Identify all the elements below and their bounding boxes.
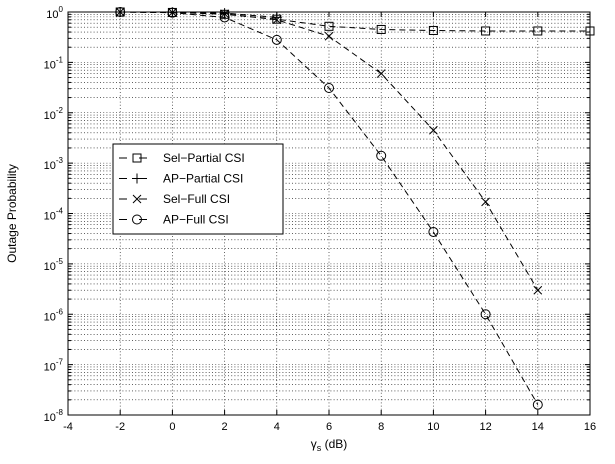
legend-marker [132,214,142,225]
x-tick-label: 14 [532,421,544,433]
y-tick-label-base: 10 [44,211,56,223]
series-circle [115,7,543,410]
data-point [428,25,438,35]
x-axis-title-symbol: γ [311,437,317,451]
ticks [67,11,591,416]
y-tick-label-exponent: -6 [56,307,64,316]
y-tick-label-base: 10 [44,110,56,122]
data-point [376,69,386,78]
legend-label: Sel−Full CSI [163,192,230,206]
data-point [324,82,334,93]
data-point [533,26,543,36]
legend-entry: AP−Full CSI [119,213,229,227]
x-axis-title-subscript: s [317,443,322,453]
y-axis-title: Outage Probability [5,164,19,263]
x-tick-label: 8 [378,421,384,433]
y-tick-label: 10-7 [44,358,64,374]
x-axis-title-unit: (dB) [321,437,347,451]
series-line [120,11,277,18]
series-x [115,7,543,295]
y-tick-label-base: 10 [44,59,56,71]
x-tick-label: 12 [479,421,491,433]
legend-marker [132,194,142,204]
legend-label: AP−Partial CSI [163,172,243,186]
data-point [480,309,491,320]
y-tick-label: 10-2 [44,106,64,122]
data-point [428,226,439,237]
y-tick-label-base: 10 [44,412,56,424]
data-point [533,285,543,295]
legend: Sel−Partial CSI AP−Partial CSI Sel−Full CS… [112,143,284,235]
y-tick-label-exponent: -8 [56,408,64,417]
y-tick-label: 10-3 [44,156,64,172]
data-point [272,15,282,25]
data-point [376,24,386,34]
data-point [271,34,282,45]
data-point [376,150,387,161]
data-point [481,26,491,36]
x-tick-label: 10 [427,421,439,433]
y-tick-label-base: 10 [44,160,56,172]
legend-entry: Sel−Partial CSI [119,151,245,165]
x-tick-label: -2 [115,421,125,433]
y-tick-label-exponent: -3 [56,156,64,165]
legend-marker [132,173,142,184]
legend-marker [132,153,142,163]
data-point [324,21,334,31]
legend-entry: AP−Partial CSI [119,172,243,186]
legend-label: AP−Full CSI [163,213,229,227]
y-tick-label: 100 [46,5,63,21]
x-tick-label: 6 [326,421,332,433]
y-tick-label-exponent: -2 [56,106,64,115]
y-tick-label: 10-4 [44,207,64,223]
x-tick-label: 2 [222,421,228,433]
x-tick-label: 16 [584,421,596,433]
y-tick-label-exponent: -7 [56,358,64,367]
x-tick-label: 4 [274,421,280,433]
y-tick-label-base: 10 [44,362,56,374]
legend-entry: Sel−Full CSI [119,192,230,206]
data-point [532,399,543,410]
y-tick-label: 10-8 [44,408,64,424]
data-point [429,125,438,135]
y-tick-label-base: 10 [44,261,56,273]
y-tick-label-base: 10 [44,311,56,323]
x-tick-label: 0 [169,421,175,433]
y-tick-label: 10-6 [44,307,64,323]
legend-entries: Sel−Partial CSI AP−Partial CSI Sel−Full CS… [119,151,245,227]
x-tick-label: -4 [63,421,73,433]
series-line [120,11,539,405]
legend-label: Sel−Partial CSI [163,151,245,165]
y-tick-label-base: 10 [46,9,58,21]
y-tick-label-exponent: -5 [56,257,64,266]
data-point [324,31,334,41]
data-point [167,7,178,18]
x-tick-labels: -4 -2 0 2 4 6 8 10 12 14 16 [63,421,596,433]
y-tick-label: 10-5 [44,257,64,273]
series-line [120,11,590,32]
x-axis-title: γs (dB) [311,437,348,453]
y-tick-label-exponent: -4 [56,207,64,216]
data-point [481,197,490,207]
y-tick-label: 10-1 [44,55,64,71]
y-tick-label-exponent: 0 [59,5,64,14]
y-tick-label-exponent: -1 [56,55,64,64]
